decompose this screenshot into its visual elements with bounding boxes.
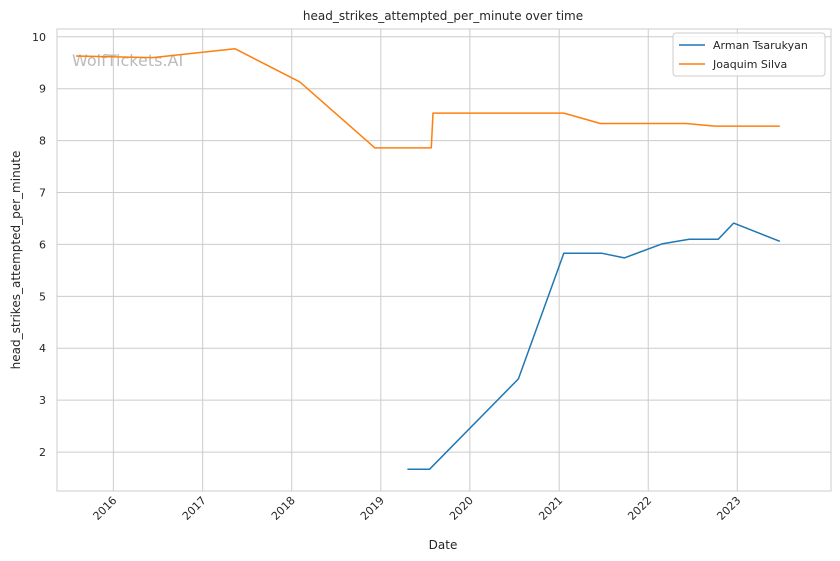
data-point bbox=[373, 146, 376, 149]
legend: Arman Tsarukyan Joaquim Silva bbox=[672, 32, 826, 77]
series-0 bbox=[406, 222, 781, 471]
data-point bbox=[562, 112, 565, 115]
data-point bbox=[430, 146, 433, 149]
chart-title: head_strikes_attempted_per_minute over t… bbox=[303, 9, 583, 23]
y-axis-label: head_strikes_attempted_per_minute bbox=[9, 151, 23, 370]
data-point bbox=[688, 238, 691, 241]
series-lines bbox=[75, 47, 781, 471]
y-tick-label: 9 bbox=[39, 83, 46, 96]
y-tick-label: 3 bbox=[39, 394, 46, 407]
y-tick-label: 5 bbox=[39, 290, 46, 303]
data-point bbox=[432, 112, 435, 115]
plot-area-frame bbox=[56, 28, 832, 492]
data-point bbox=[75, 54, 78, 57]
data-point bbox=[601, 252, 604, 255]
watermark-text: WolfTickets.AI bbox=[72, 51, 183, 70]
data-point bbox=[778, 125, 781, 128]
data-point bbox=[406, 468, 409, 471]
data-point bbox=[562, 252, 565, 255]
data-point bbox=[298, 80, 301, 83]
grid-lines bbox=[57, 29, 831, 491]
data-point bbox=[732, 222, 735, 225]
series-line bbox=[75, 47, 780, 149]
data-point bbox=[713, 125, 716, 128]
legend-label-joaquim: Joaquim Silva bbox=[712, 58, 787, 71]
data-point bbox=[428, 468, 431, 471]
data-point bbox=[778, 240, 781, 243]
data-point bbox=[660, 242, 663, 245]
y-tick-label: 2 bbox=[39, 446, 46, 459]
data-point bbox=[623, 256, 626, 259]
data-point bbox=[684, 122, 687, 125]
data-point bbox=[599, 122, 602, 125]
series-1 bbox=[75, 47, 781, 149]
y-tick-label: 7 bbox=[39, 187, 46, 200]
x-axis-label: Date bbox=[429, 538, 458, 552]
data-point bbox=[151, 56, 154, 59]
y-tick-label: 8 bbox=[39, 135, 46, 148]
legend-box bbox=[672, 32, 826, 77]
legend-label-arman: Arman Tsarukyan bbox=[713, 39, 808, 52]
y-tick-label: 6 bbox=[39, 238, 46, 251]
data-point bbox=[233, 47, 236, 50]
y-tick-label: 10 bbox=[32, 31, 46, 44]
data-point bbox=[717, 238, 720, 241]
y-tick-label: 4 bbox=[39, 342, 46, 355]
y-axis-ticks: 2 3 4 5 6 7 8 9 10 bbox=[32, 31, 46, 459]
data-point bbox=[517, 377, 520, 380]
series-line bbox=[407, 222, 781, 470]
